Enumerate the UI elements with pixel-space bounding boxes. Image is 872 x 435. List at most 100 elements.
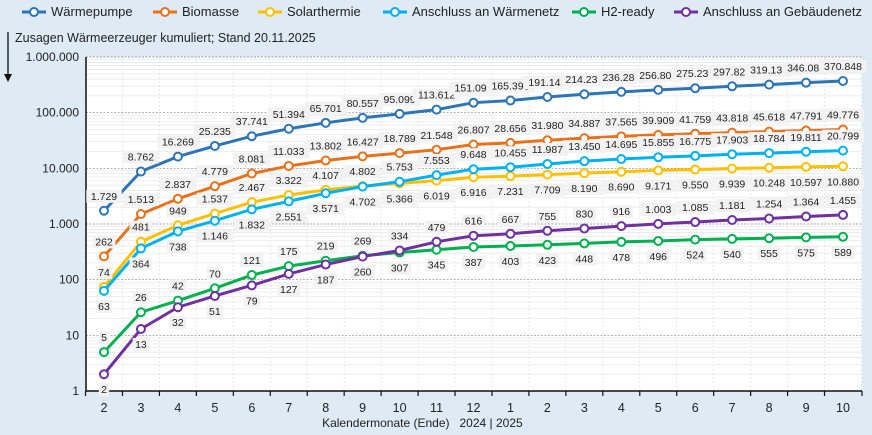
data-point (246, 168, 257, 179)
data-label: 14.695 (605, 139, 637, 151)
data-label-bg (267, 144, 310, 158)
data-label-bg (751, 197, 787, 211)
data-point (616, 154, 627, 165)
data-label: 555 (760, 248, 778, 260)
data-point (505, 95, 516, 106)
data-label: 31.980 (531, 120, 563, 132)
data-label-bg (157, 135, 199, 149)
data-label-bg (486, 79, 535, 93)
data-point (394, 108, 405, 119)
data-label: 575 (797, 247, 815, 259)
data-point (579, 89, 590, 100)
data-point (505, 137, 516, 148)
data-label: 21.548 (420, 130, 452, 142)
data-point (690, 217, 701, 228)
data-label-bg (129, 257, 153, 271)
data-label: 7.231 (497, 186, 523, 198)
data-label-bg (529, 183, 566, 197)
data-point (246, 270, 257, 281)
data-label-bg (634, 68, 683, 82)
data-label: 524 (686, 250, 704, 262)
data-label-bg (563, 140, 606, 154)
data-point (579, 156, 590, 167)
data-label: 41.759 (679, 114, 711, 126)
data-label: 256.807 (639, 70, 677, 82)
data-label-bg (788, 195, 824, 209)
data-label-bg (526, 142, 569, 156)
data-label-bg (560, 73, 609, 87)
data-label-bg (566, 182, 603, 196)
data-point (209, 181, 220, 192)
data-label-bg (304, 101, 347, 115)
y-tick-label: 10 (66, 328, 80, 342)
data-label-bg (572, 207, 596, 221)
data-label: 79 (246, 295, 258, 307)
data-point (209, 140, 220, 151)
data-label-bg (160, 177, 196, 191)
data-label: 80.557 (347, 98, 379, 110)
data-point (653, 235, 664, 246)
data-point (394, 245, 405, 256)
data-label: 364 (132, 258, 150, 270)
data-label: 28.656 (494, 123, 526, 135)
legend-marker-icon (22, 6, 46, 17)
data-point (616, 86, 627, 97)
data-label: 16.427 (347, 136, 379, 148)
data-label-bg (166, 240, 190, 254)
data-label: 334 (391, 231, 409, 243)
data-label: 219 (317, 241, 335, 253)
data-label-bg (748, 132, 790, 146)
legend-item: Anschluss an Gebäudenetz (674, 4, 862, 19)
data-label-bg (455, 148, 492, 162)
data-label: 18.784 (753, 133, 785, 145)
data-label: 423 (539, 255, 557, 267)
y-tick-label: 100 (59, 273, 79, 287)
data-label: 1.146 (202, 231, 228, 243)
data-label: 34.887 (568, 118, 600, 130)
data-label-bg (271, 210, 307, 224)
data-label-bg (314, 273, 338, 287)
data-label: 9.171 (645, 180, 671, 192)
data-label-bg (462, 214, 485, 228)
x-tick-label: 6 (692, 401, 699, 415)
data-label: 51.394 (273, 109, 305, 121)
data-label-bg (825, 193, 861, 207)
data-point (172, 302, 183, 313)
x-tick-label: 2 (101, 401, 108, 415)
data-label: 478 (613, 252, 631, 264)
data-point (357, 251, 368, 262)
data-label-bg (831, 245, 855, 259)
data-point (320, 117, 331, 128)
data-label-bg (683, 248, 707, 262)
data-label: 113.612 (418, 90, 455, 102)
data-point (801, 161, 812, 172)
data-label-bg (535, 253, 559, 267)
data-label-bg (132, 337, 150, 351)
data-label: 260 (354, 267, 372, 279)
data-label: 916 (613, 206, 631, 218)
data-label-bg (123, 150, 159, 164)
data-point (135, 323, 146, 334)
data-point (653, 84, 664, 95)
data-label-bg (489, 121, 532, 135)
data-label: 9.939 (719, 178, 745, 190)
data-label-bg (757, 247, 781, 261)
legend: Wärmepumpe Biomasse Solarthermie Anschluss … (0, 0, 872, 24)
data-label: 10.597 (790, 177, 822, 189)
data-point (542, 239, 553, 250)
x-tick-label: 8 (322, 401, 329, 415)
data-label: 10.880 (827, 176, 859, 188)
data-point (727, 233, 738, 244)
data-point (542, 158, 553, 169)
data-label: 7.553 (423, 155, 449, 167)
x-tick-label: 1 (507, 401, 514, 415)
data-label: 6.019 (423, 191, 449, 203)
data-point (394, 176, 405, 187)
data-label: 13.450 (568, 141, 600, 153)
data-label: 2.551 (276, 211, 302, 223)
data-label: 667 (502, 214, 520, 226)
data-point (616, 221, 627, 232)
x-tick-label: 5 (211, 401, 218, 415)
data-point (616, 166, 627, 177)
